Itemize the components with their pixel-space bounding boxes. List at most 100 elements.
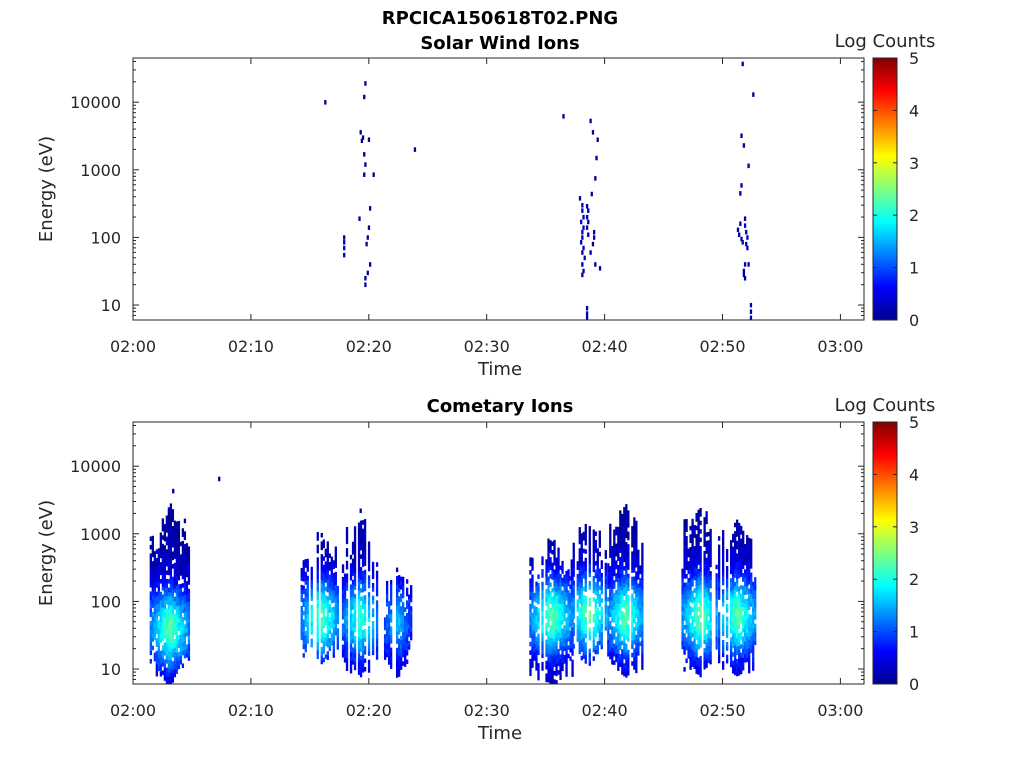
data-cell xyxy=(619,654,622,659)
data-cell xyxy=(617,581,620,587)
data-cell xyxy=(169,630,173,635)
data-cell xyxy=(699,660,702,665)
data-cell xyxy=(353,661,357,666)
data-cell xyxy=(169,545,173,551)
data-cell xyxy=(615,628,618,633)
data-cell xyxy=(609,578,612,584)
data-cell xyxy=(555,566,558,571)
data-cell xyxy=(531,650,534,656)
data-cell xyxy=(363,637,367,642)
data-cell xyxy=(169,672,173,678)
data-cell xyxy=(332,564,335,570)
data-cell xyxy=(300,631,303,636)
data-cell xyxy=(752,645,755,650)
data-cell xyxy=(596,649,599,655)
data-cell xyxy=(683,527,686,533)
data-cell xyxy=(385,631,389,637)
data-cell xyxy=(375,608,379,614)
data-cell xyxy=(300,635,303,641)
data-cell xyxy=(385,589,389,594)
data-cell xyxy=(183,586,187,591)
data-cell xyxy=(351,588,355,593)
data-cell xyxy=(361,558,365,563)
data-cell xyxy=(410,627,413,632)
data-cell xyxy=(627,616,630,621)
data-cell xyxy=(336,607,339,612)
data-cell xyxy=(161,518,165,523)
data-cell xyxy=(165,659,169,664)
data-cell xyxy=(569,584,572,590)
data-cell xyxy=(744,624,747,629)
data-cell xyxy=(175,639,179,645)
data-cell xyxy=(181,553,185,559)
data-cell xyxy=(576,637,579,642)
data-cell xyxy=(744,615,747,621)
data-cell xyxy=(353,648,357,654)
data-cell xyxy=(750,640,753,645)
data-cell xyxy=(361,549,365,555)
data-cell xyxy=(153,551,156,556)
data-cell xyxy=(306,613,309,619)
data-cell xyxy=(721,644,725,649)
data-cell xyxy=(167,515,171,521)
data-cell xyxy=(641,555,644,560)
data-cell xyxy=(322,539,325,544)
data-cell xyxy=(155,595,158,601)
data-cell xyxy=(389,639,393,644)
data-cell xyxy=(631,530,634,535)
data-cell xyxy=(681,572,684,578)
data-cell xyxy=(161,657,165,663)
data-cell xyxy=(600,581,603,586)
data-cell xyxy=(582,654,585,659)
data-cell xyxy=(302,577,305,582)
data-cell xyxy=(385,580,389,586)
data-cell xyxy=(349,647,353,653)
data-cell xyxy=(619,637,622,642)
data-cell xyxy=(163,667,167,673)
data-cell xyxy=(604,626,607,631)
data-cell xyxy=(578,539,581,545)
data-cell xyxy=(531,646,534,651)
data-cell xyxy=(613,550,616,556)
data-cell xyxy=(175,627,179,632)
data-cell xyxy=(721,534,725,539)
data-cell xyxy=(531,557,534,563)
data-cell xyxy=(332,581,335,586)
data-cell xyxy=(598,577,601,582)
data-cell xyxy=(683,595,686,600)
data-cell xyxy=(738,586,741,591)
data-cell xyxy=(408,594,411,600)
data-cell xyxy=(572,572,575,577)
data-cell xyxy=(549,641,552,647)
data-cell xyxy=(177,622,181,627)
data-cell xyxy=(563,638,566,643)
data-cell xyxy=(732,664,735,670)
data-cell xyxy=(697,585,700,591)
data-cell xyxy=(578,615,581,621)
data-cell xyxy=(707,650,710,655)
data-cell xyxy=(604,579,607,585)
data-cell xyxy=(699,596,702,602)
data-cell xyxy=(619,569,622,575)
data-cell xyxy=(625,656,628,661)
data-cell xyxy=(732,669,735,674)
data-cell xyxy=(709,583,712,589)
data-cell xyxy=(572,580,575,586)
data-cell xyxy=(332,632,335,637)
data-cell xyxy=(625,516,628,522)
data-cell xyxy=(529,624,532,630)
data-cell xyxy=(357,632,361,637)
data-cell xyxy=(310,621,313,627)
data-cell xyxy=(351,571,355,576)
data-cell xyxy=(332,627,335,633)
data-cell xyxy=(703,664,706,670)
data-cell xyxy=(165,561,169,567)
data-cell xyxy=(175,534,179,539)
data-cell xyxy=(748,635,751,640)
data-cell xyxy=(740,669,743,675)
data-cell xyxy=(687,594,690,600)
data-cell xyxy=(167,621,171,626)
data-cell xyxy=(588,597,591,603)
data-cell xyxy=(615,590,618,595)
data-cell xyxy=(725,549,729,554)
